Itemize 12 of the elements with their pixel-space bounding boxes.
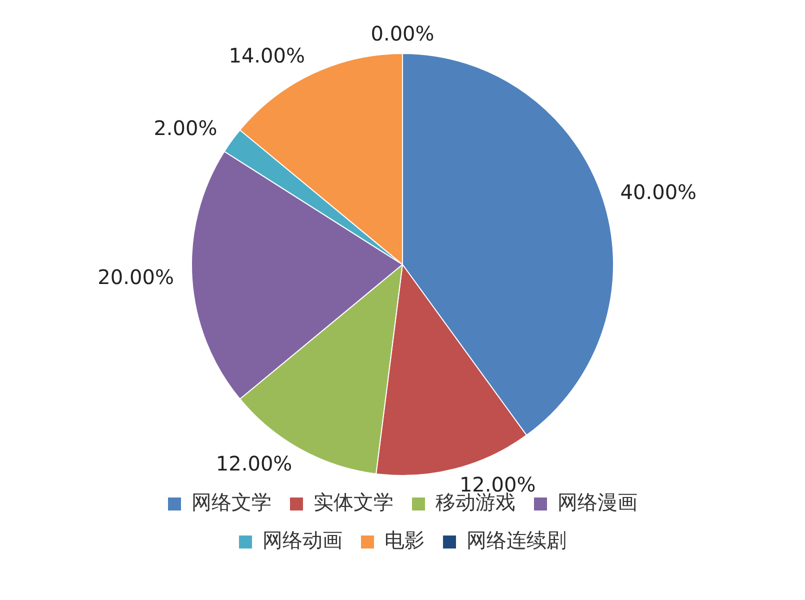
data-label: 12.00% <box>216 451 292 476</box>
legend-label: 网络漫画 <box>558 490 638 514</box>
legend-label: 网络文学 <box>192 490 272 514</box>
text: 0.00% <box>370 22 434 46</box>
legend-label: 网络连续剧 <box>466 528 566 552</box>
legend-label: 实体文学 <box>314 490 394 514</box>
data-label: 40.00% <box>620 180 697 204</box>
data-label: 2.00% <box>154 116 218 140</box>
legend-label: 电影 <box>384 528 424 552</box>
data-label: 14.00% <box>228 44 305 68</box>
data-label: 20.00% <box>98 265 174 290</box>
legend-label: 网络动画 <box>262 528 342 552</box>
